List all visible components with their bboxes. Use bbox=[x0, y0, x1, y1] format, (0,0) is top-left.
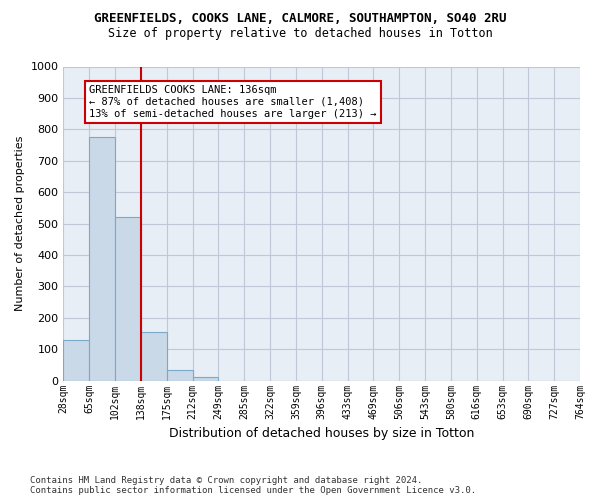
Bar bbox=[141, 332, 167, 380]
X-axis label: Distribution of detached houses by size in Totton: Distribution of detached houses by size … bbox=[169, 427, 475, 440]
Bar bbox=[193, 378, 218, 380]
Bar bbox=[89, 137, 115, 380]
Text: GREENFIELDS, COOKS LANE, CALMORE, SOUTHAMPTON, SO40 2RU: GREENFIELDS, COOKS LANE, CALMORE, SOUTHA… bbox=[94, 12, 506, 26]
Bar bbox=[167, 370, 193, 380]
Bar bbox=[115, 218, 141, 380]
Text: Size of property relative to detached houses in Totton: Size of property relative to detached ho… bbox=[107, 28, 493, 40]
Bar bbox=[64, 340, 89, 380]
Text: Contains HM Land Registry data © Crown copyright and database right 2024.
Contai: Contains HM Land Registry data © Crown c… bbox=[30, 476, 476, 495]
Y-axis label: Number of detached properties: Number of detached properties bbox=[15, 136, 25, 312]
Text: GREENFIELDS COOKS LANE: 136sqm
← 87% of detached houses are smaller (1,408)
13% : GREENFIELDS COOKS LANE: 136sqm ← 87% of … bbox=[89, 86, 377, 118]
